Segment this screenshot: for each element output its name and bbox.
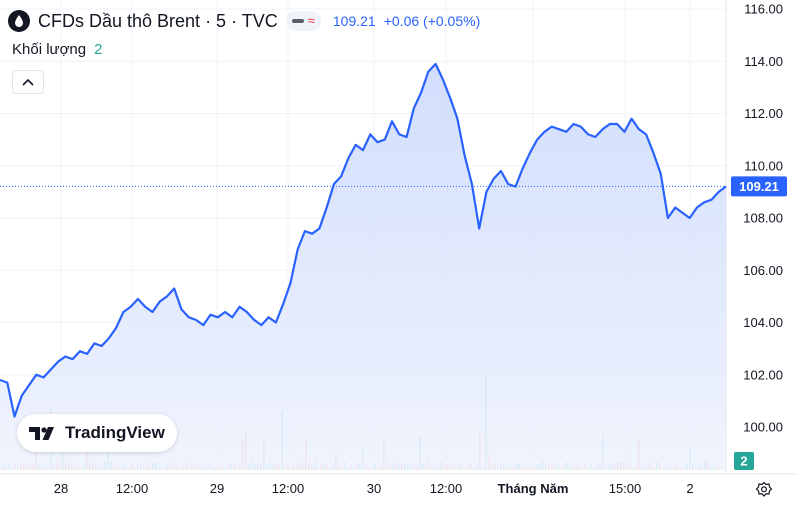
gear-icon <box>755 481 773 497</box>
volume-value: 2 <box>94 41 103 58</box>
price-line <box>0 62 727 418</box>
time-tick-label: 15:00 <box>609 481 642 496</box>
time-tick-label: 29 <box>210 481 224 496</box>
price-tick-label: 104.00 <box>743 315 783 330</box>
volume-legend: Khối lượng 2 <box>12 41 102 58</box>
price-tick-label: 112.00 <box>744 106 783 121</box>
chevron-up-icon <box>22 78 34 86</box>
tradingview-logo[interactable]: TradingView <box>17 414 177 452</box>
time-tick-label: 12:00 <box>430 481 463 496</box>
price-tick-label: 110.00 <box>744 158 783 173</box>
price-area-fill <box>0 63 726 471</box>
price-tick-label: 102.00 <box>743 367 783 382</box>
status-badge[interactable]: ≈ <box>285 11 321 31</box>
time-tick-label: Tháng Năm <box>498 481 569 496</box>
price-area <box>0 62 727 471</box>
price-tick-label: 116.00 <box>744 2 783 17</box>
chart-legend: CFDs Dầu thô Brent · 5 · TVC ≈ 109.21 +0… <box>8 8 480 34</box>
price-change: +0.06 (+0.05%) <box>383 13 481 29</box>
price-axis[interactable]: 116.00 114.00 112.00 110.00 108.00 106.00 104.… <box>743 2 783 435</box>
price-tick-label: 114.00 <box>744 54 783 69</box>
volume-tag-text: 2 <box>740 454 747 469</box>
price-tick-label: 100.00 <box>743 420 783 435</box>
oil-drop-icon <box>8 10 30 32</box>
volume-label: Khối lượng <box>12 41 87 58</box>
collapse-legend-button[interactable] <box>12 70 44 94</box>
chart-settings-button[interactable] <box>753 479 775 501</box>
wave-icon: ≈ <box>307 13 315 28</box>
tradingview-logo-icon <box>29 427 54 440</box>
last-price-tag <box>731 176 787 197</box>
dash-icon <box>291 19 304 23</box>
time-axis[interactable]: 28 12:00 29 12:00 30 12:00 Tháng Năm 15:00 2 <box>54 481 694 496</box>
time-tick-label: 12:00 <box>272 481 305 496</box>
last-price: 109.21 <box>332 13 376 29</box>
symbol-title[interactable]: CFDs Dầu thô Brent · 5 · TVC <box>38 10 278 31</box>
price-tick-label: 106.00 <box>743 263 783 278</box>
time-tick-label: 2 <box>686 481 693 496</box>
time-tick-label: 30 <box>367 481 381 496</box>
volume-tag <box>734 452 754 470</box>
time-tick-label: 28 <box>54 481 68 496</box>
time-tick-label: 12:00 <box>116 481 149 496</box>
logo-text: TradingView <box>65 423 165 442</box>
last-price-tag-text: 109.21 <box>739 179 779 194</box>
price-tick-label: 108.00 <box>743 211 783 226</box>
price-labels: 109.21 2 <box>731 176 787 470</box>
